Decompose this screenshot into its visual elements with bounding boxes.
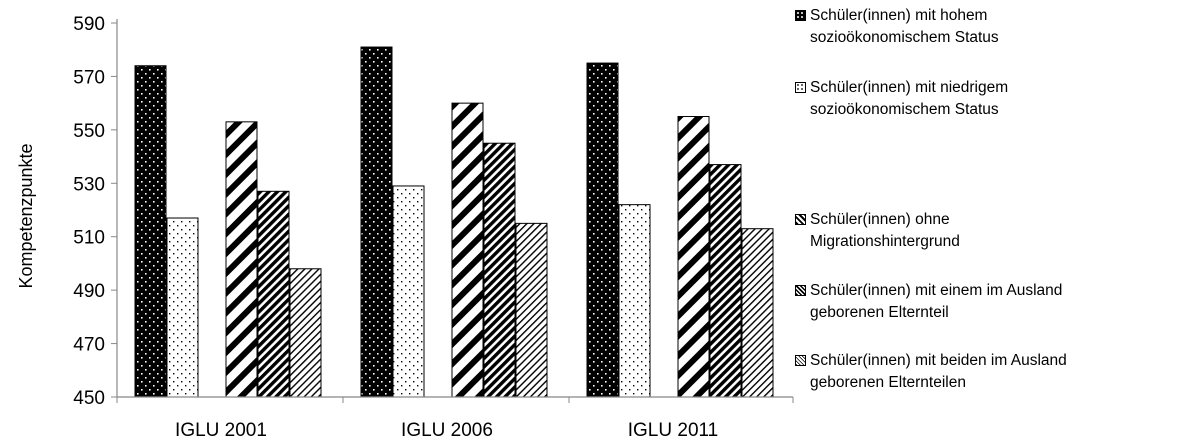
x-axis-labels: IGLU 2001 IGLU 2006 IGLU 2011 [175, 420, 718, 441]
y-tick-label: 590 [73, 14, 105, 35]
legend-item-series-4: Schüler(innen) mit einem im Ausland gebo… [795, 280, 1160, 324]
legend-item-series-3: Schüler(innen) ohne Migrationshintergrun… [795, 209, 1160, 253]
legend-label: Schüler(innen) mit hohem sozioökonomisch… [810, 7, 999, 46]
bar-3-2 [451, 102, 484, 398]
legend-label: Schüler(innen) mit niedrigem sozioökonom… [810, 79, 1009, 118]
legend-label: Schüler(innen) ohne Migrationshintergrun… [810, 211, 960, 250]
bars [134, 46, 774, 398]
legend: Schüler(innen) mit hohem sozioökonomisch… [795, 0, 1175, 442]
bar-4-3 [709, 164, 742, 398]
bar-3-1 [225, 121, 258, 398]
bar-4-2 [483, 142, 516, 398]
y-tick-label: 510 [73, 228, 105, 249]
legend-item-series-2: Schüler(innen) mit niedrigem sozioökonom… [795, 77, 1160, 121]
y-tick-label: 470 [73, 335, 105, 356]
bar-3-3 [677, 116, 710, 398]
bar-5-1 [289, 268, 322, 398]
legend-label: Schüler(innen) mit einem im Ausland gebo… [810, 282, 1063, 321]
y-tick-label: 570 [73, 67, 105, 88]
bar-1-3 [586, 62, 619, 398]
bar-2-3 [618, 204, 651, 398]
bar-2-2 [392, 185, 425, 398]
x-tick-label: IGLU 2011 [628, 420, 718, 441]
bar-2-1 [166, 217, 199, 398]
legend-item-series-5: Schüler(innen) mit beiden im Ausland geb… [795, 350, 1160, 394]
legend-swatch-dots-dark [795, 10, 806, 21]
y-tick-label: 550 [73, 121, 105, 142]
y-axis-ticks: 450 470 490 510 530 550 570 590 [73, 14, 117, 409]
y-tick-label: 450 [73, 388, 105, 409]
bar-5-3 [741, 228, 774, 398]
legend-swatch-dots-light [795, 82, 806, 93]
bar-5-2 [515, 222, 548, 398]
legend-swatch-light-diagonal [795, 355, 806, 366]
bar-4-1 [257, 190, 290, 398]
y-axis-title: Kompetenzpunkte [16, 143, 36, 288]
bar-1-2 [360, 46, 393, 398]
x-tick-label: IGLU 2001 [175, 420, 267, 441]
y-tick-label: 490 [73, 281, 105, 302]
legend-swatch-dense-diagonal [795, 285, 806, 296]
legend-swatch-wide-diagonal [795, 214, 806, 225]
legend-item-series-1: Schüler(innen) mit hohem sozioökonomisch… [795, 5, 1160, 49]
y-tick-label: 530 [73, 174, 105, 195]
legend-label: Schüler(innen) mit beiden im Ausland geb… [810, 352, 1067, 391]
x-tick-label: IGLU 2006 [401, 420, 493, 441]
bar-1-1 [134, 65, 167, 398]
axes [116, 19, 794, 403]
